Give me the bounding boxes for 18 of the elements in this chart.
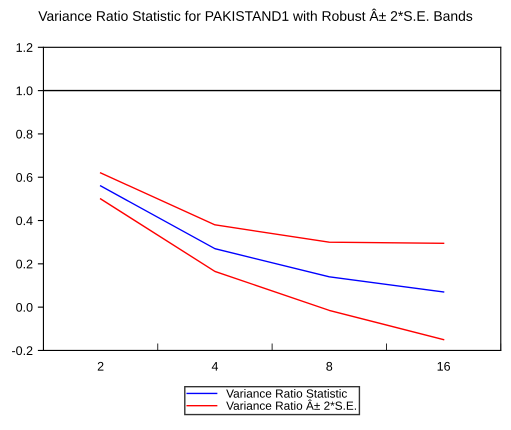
y-tick-label: 0.8 [16,130,32,139]
line-series [100,198,444,340]
line-series [100,172,444,244]
x-tick-label: 2 [98,362,104,371]
y-tick-label: -0.2 [12,346,32,356]
y-tick-label: 1.2 [16,43,32,52]
chart-title: Variance Ratio Statistic for PAKISTAND1 with Robust Â± 2*S.E. Bands [38,8,472,21]
x-tick-label: 8 [326,362,332,371]
legend-label: Variance Ratio Â± 2*S.E. [226,399,356,410]
x-tick-label: 4 [212,362,218,371]
x-tick-label: 16 [438,362,450,371]
y-tick-label: 0.4 [16,216,33,226]
legend-label: Variance Ratio Statistic [226,389,347,398]
y-tick-label: 1.0 [16,86,33,96]
line-series [100,185,444,293]
y-tick-label: 0.6 [16,173,32,182]
y-tick-label: 0.0 [16,302,33,312]
y-tick-label: 0.2 [16,260,32,268]
